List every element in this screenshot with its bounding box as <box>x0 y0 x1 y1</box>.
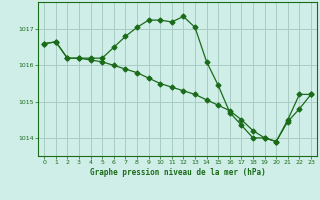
X-axis label: Graphe pression niveau de la mer (hPa): Graphe pression niveau de la mer (hPa) <box>90 168 266 177</box>
